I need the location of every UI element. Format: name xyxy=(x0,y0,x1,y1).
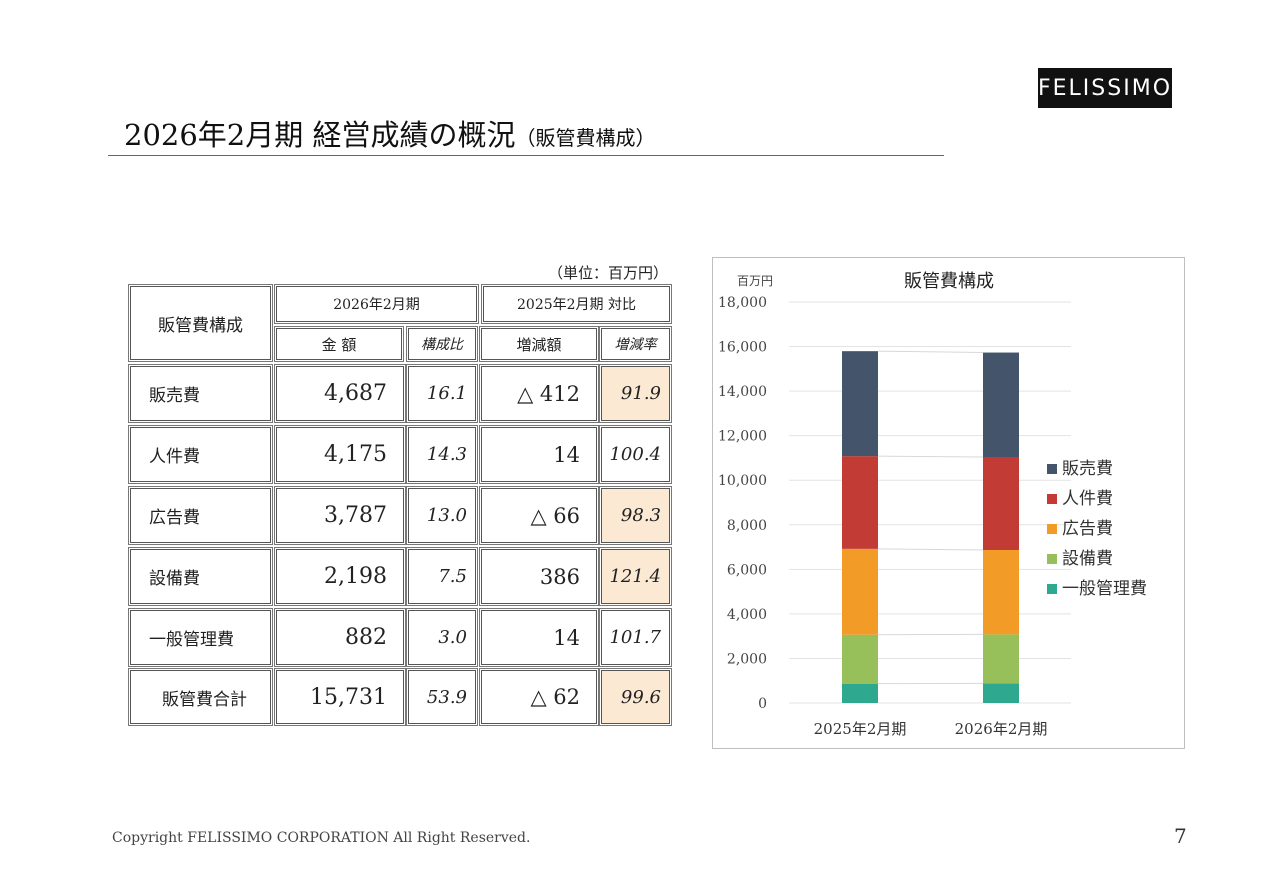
copyright: Copyright FELISSIMO CORPORATION All Righ… xyxy=(112,830,531,846)
header-ratio: 構成比 xyxy=(406,326,478,362)
legend-label: 広告費 xyxy=(1062,519,1113,539)
row-label: 設備費 xyxy=(128,547,273,606)
series-connector xyxy=(877,548,984,551)
header-current-period: 2026年2月期 xyxy=(274,284,479,324)
row-rate: 121.4 xyxy=(599,547,672,606)
bar-segment xyxy=(842,634,878,684)
legend-swatch xyxy=(1047,494,1057,504)
y-tick-label: 2,000 xyxy=(727,651,767,667)
y-tick-label: 10,000 xyxy=(718,473,767,489)
page-title: 2026年2月期 経営成績の概況（販管費構成） xyxy=(124,112,655,154)
row-amount: 4,175 xyxy=(274,425,406,484)
legend-swatch xyxy=(1047,524,1057,534)
row-diff: △ 66 xyxy=(479,486,599,545)
page-title-main: 2026年2月期 経営成績の概況 xyxy=(124,118,516,152)
legend-swatch xyxy=(1047,554,1057,564)
total-rate: 99.6 xyxy=(599,668,672,726)
total-ratio: 53.9 xyxy=(406,668,478,726)
header-row-label: 販管費構成 xyxy=(128,284,273,362)
bar-segment xyxy=(983,457,1019,551)
legend-label: 設備費 xyxy=(1062,549,1113,569)
chart-title: 販管費構成 xyxy=(904,271,994,292)
bar-segment xyxy=(842,548,878,635)
bar-segment xyxy=(983,352,1019,458)
row-ratio: 3.0 xyxy=(406,608,478,667)
row-label: 人件費 xyxy=(128,425,273,484)
header-comparison: 2025年2月期 対比 xyxy=(481,284,672,324)
sga-chart: 百万円 販管費構成 0 2,000 4,000 6,000 8,000 10,000 12,… xyxy=(712,257,1185,749)
legend-label: 販売費 xyxy=(1062,459,1113,479)
y-tick-label: 14,000 xyxy=(718,384,767,400)
row-ratio: 14.3 xyxy=(406,425,478,484)
header-rate: 増減率 xyxy=(599,326,672,362)
row-diff: 14 xyxy=(479,608,599,667)
total-amount: 15,731 xyxy=(274,668,406,726)
header-amount: 金 額 xyxy=(274,326,404,362)
legend-swatch xyxy=(1047,464,1057,474)
bar-segment xyxy=(983,550,1019,635)
row-label: 広告費 xyxy=(128,486,273,545)
bar-segment xyxy=(842,456,878,549)
total-label: 販管費合計 xyxy=(128,668,273,726)
row-ratio: 7.5 xyxy=(406,547,478,606)
title-divider xyxy=(108,155,944,156)
y-tick-label: 6,000 xyxy=(727,562,767,578)
legend-label: 人件費 xyxy=(1062,489,1113,509)
bar-segment xyxy=(842,351,878,457)
bar-segment xyxy=(983,634,1019,684)
legend-swatch xyxy=(1047,584,1057,594)
row-label: 一般管理費 xyxy=(128,608,273,667)
y-tick-label: 12,000 xyxy=(718,429,767,445)
legend-label: 一般管理費 xyxy=(1062,579,1147,599)
row-diff: 386 xyxy=(479,547,599,606)
y-tick-label: 16,000 xyxy=(718,340,767,356)
row-rate: 98.3 xyxy=(599,486,672,545)
bar-segment xyxy=(983,683,1019,703)
page-title-sub: （販管費構成） xyxy=(515,126,656,150)
page-number: 7 xyxy=(1174,824,1187,848)
series-connector xyxy=(877,350,984,354)
y-axis-label: 百万円 xyxy=(737,274,773,288)
chart-canvas: 百万円 販管費構成 0 2,000 4,000 6,000 8,000 10,000 12,… xyxy=(718,271,1147,738)
row-diff: 14 xyxy=(479,425,599,484)
row-ratio: 13.0 xyxy=(406,486,478,545)
row-amount: 4,687 xyxy=(274,364,406,423)
row-label: 販売費 xyxy=(128,364,273,423)
header-diff: 増減額 xyxy=(479,326,599,362)
total-diff: △ 62 xyxy=(479,668,599,726)
row-diff: △ 412 xyxy=(479,364,599,423)
row-rate: 100.4 xyxy=(599,425,672,484)
unit-label: （単位：百万円） xyxy=(548,264,669,282)
series-connector xyxy=(877,455,984,458)
x-tick-label: 2026年2月期 xyxy=(955,720,1048,738)
row-rate: 91.9 xyxy=(599,364,672,423)
y-tick-label: 18,000 xyxy=(718,295,767,311)
x-tick-label: 2025年2月期 xyxy=(814,720,907,738)
bar-segment xyxy=(842,683,878,703)
row-ratio: 16.1 xyxy=(406,364,478,423)
row-amount: 2,198 xyxy=(274,547,406,606)
row-amount: 3,787 xyxy=(274,486,406,545)
row-amount: 882 xyxy=(274,608,406,667)
y-tick-label: 4,000 xyxy=(727,607,767,623)
row-rate: 101.7 xyxy=(599,608,672,667)
felissimo-logo: FELISSIMO xyxy=(1038,68,1172,108)
y-tick-label: 8,000 xyxy=(727,518,767,534)
y-tick-label: 0 xyxy=(758,696,767,712)
